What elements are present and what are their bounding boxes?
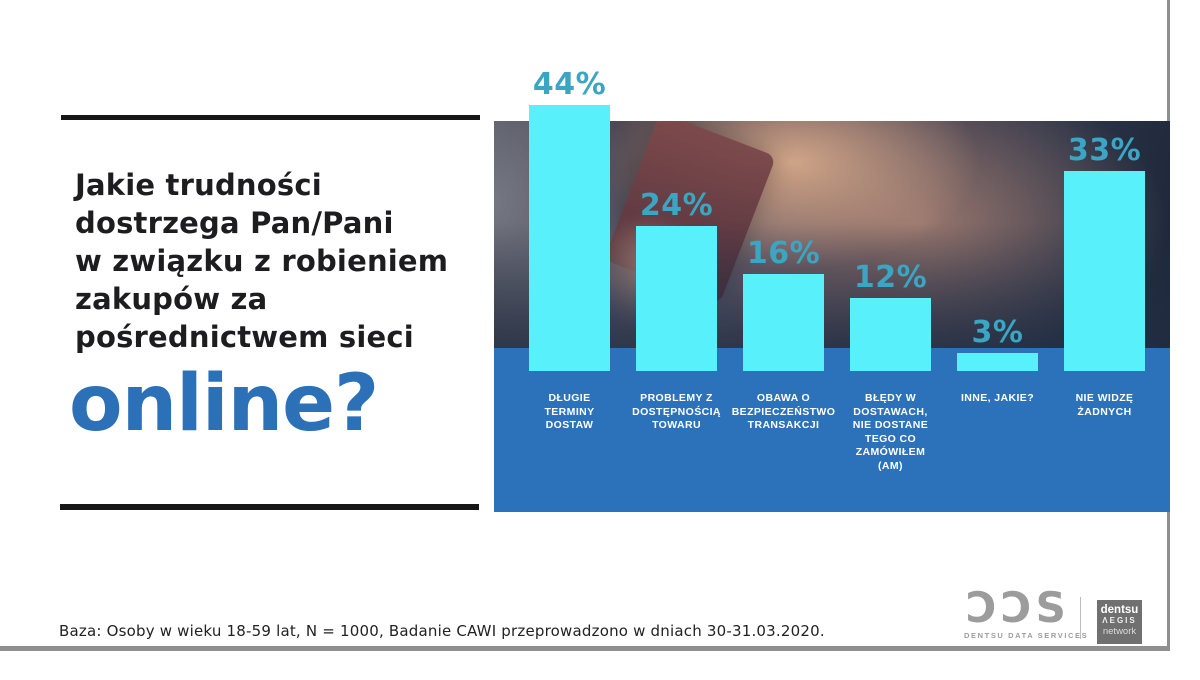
bar-value-label: 12%	[853, 260, 928, 295]
bar-category-label: INNE, JAKIE?	[960, 392, 1035, 404]
slide: Jakie trudności dostrzega Pan/Pani w zwi…	[0, 0, 1170, 651]
bar-value-label: 16%	[746, 236, 821, 271]
chart-bar	[743, 274, 824, 371]
dds-logo-caption: DENTSU DATA SERVICES	[964, 631, 1089, 640]
branding-logos: ƆƆS DENTSU DATA SERVICES dentsu ΛEGIS ne…	[960, 586, 1150, 646]
base-footnote: Baza: Osoby w wieku 18-59 lat, N = 1000,…	[59, 622, 825, 640]
chart-bar	[1064, 171, 1145, 371]
chart-bar	[636, 226, 717, 371]
bar-category-label: BŁĘDY W DOSTAWACH, NIE DOSTANE TEGO CO Z…	[852, 392, 929, 472]
bottom-divider-rule	[60, 504, 479, 510]
category-label-band	[494, 348, 1170, 512]
bar-value-label: 3%	[971, 315, 1024, 350]
logo-divider	[1080, 597, 1081, 639]
bar-value-label: 33%	[1067, 133, 1142, 168]
bar-value-label: 24%	[639, 188, 714, 223]
chart-bar	[850, 298, 931, 371]
dds-logo-icon: ƆƆS	[966, 583, 1070, 632]
chart-bar	[957, 353, 1038, 371]
dentsu-aegis-network-logo: dentsu ΛEGIS network	[1097, 600, 1142, 644]
aegis-logo-line1: dentsu	[1100, 604, 1139, 616]
aegis-logo-line3: network	[1102, 626, 1137, 637]
top-divider-rule	[61, 115, 480, 120]
bar-chart: 44% DŁUGIE TERMINY DOSTAW 24% PROBLEMY Z DO…	[494, 69, 1170, 512]
bar-value-label: 44%	[532, 67, 607, 102]
bar-category-label: OBAWA O BEZPIECZEŃSTWO TRANSAKCJI	[731, 392, 836, 431]
bar-category-label: NIE WIDZĘ ŻADNYCH	[1075, 392, 1134, 418]
question-heading: Jakie trudności dostrzega Pan/Pani w zwi…	[75, 168, 449, 354]
bar-category-label: DŁUGIE TERMINY DOSTAW	[544, 392, 595, 431]
chart-bar	[529, 105, 610, 371]
bar-category-label: PROBLEMY Z DOSTĘPNOŚCIĄ TOWARU	[632, 392, 721, 431]
question-highlight-online: online?	[69, 359, 379, 449]
aegis-logo-line2: ΛEGIS	[1102, 616, 1137, 625]
